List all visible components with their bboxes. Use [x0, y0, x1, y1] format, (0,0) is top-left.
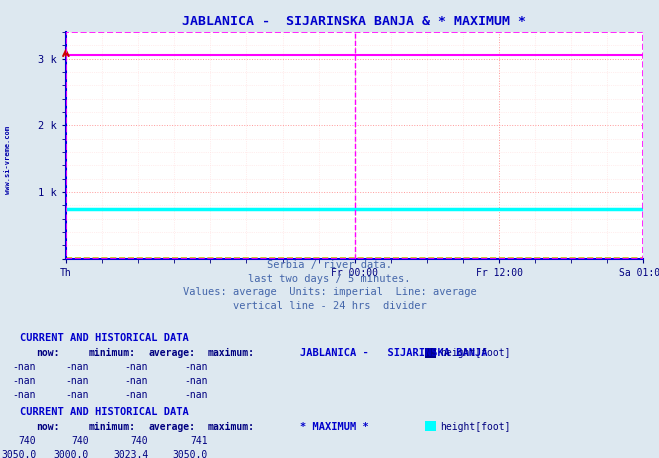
Text: maximum:: maximum: [208, 349, 254, 358]
Text: Serbia / river data.: Serbia / river data. [267, 260, 392, 270]
Text: minimum:: minimum: [89, 349, 136, 358]
Text: now:: now: [36, 422, 60, 432]
Text: -nan: -nan [65, 376, 89, 386]
Text: -nan: -nan [184, 362, 208, 372]
Text: 741: 741 [190, 436, 208, 446]
Text: -nan: -nan [125, 362, 148, 372]
Text: vertical line - 24 hrs  divider: vertical line - 24 hrs divider [233, 301, 426, 311]
Text: -nan: -nan [13, 362, 36, 372]
Text: CURRENT AND HISTORICAL DATA: CURRENT AND HISTORICAL DATA [20, 333, 188, 343]
Text: -nan: -nan [184, 376, 208, 386]
Text: average:: average: [148, 349, 195, 358]
Text: -nan: -nan [13, 376, 36, 386]
Text: -nan: -nan [125, 390, 148, 399]
Text: maximum:: maximum: [208, 422, 254, 432]
Text: www.si-vreme.com: www.si-vreme.com [5, 126, 11, 194]
Text: -nan: -nan [184, 390, 208, 399]
Text: minimum:: minimum: [89, 422, 136, 432]
Text: Values: average  Units: imperial  Line: average: Values: average Units: imperial Line: av… [183, 288, 476, 297]
Text: JABLANICA -   SIJARINSKA BANJA: JABLANICA - SIJARINSKA BANJA [300, 349, 488, 358]
Text: * MAXIMUM *: * MAXIMUM * [300, 422, 368, 432]
Text: 3023.4: 3023.4 [113, 450, 148, 458]
Text: height[foot]: height[foot] [440, 422, 511, 432]
Text: 3050.0: 3050.0 [1, 450, 36, 458]
Text: -nan: -nan [65, 362, 89, 372]
Text: now:: now: [36, 349, 60, 358]
Text: -nan: -nan [125, 376, 148, 386]
Text: 3000.0: 3000.0 [54, 450, 89, 458]
Text: 740: 740 [130, 436, 148, 446]
Text: last two days / 5 minutes.: last two days / 5 minutes. [248, 274, 411, 284]
Text: average:: average: [148, 422, 195, 432]
Title: JABLANICA -  SIJARINSKA BANJA & * MAXIMUM *: JABLANICA - SIJARINSKA BANJA & * MAXIMUM… [182, 15, 527, 28]
Text: height[foot]: height[foot] [440, 349, 511, 358]
Text: 3050.0: 3050.0 [173, 450, 208, 458]
Text: 740: 740 [18, 436, 36, 446]
Text: -nan: -nan [65, 390, 89, 399]
Text: -nan: -nan [13, 390, 36, 399]
Text: 740: 740 [71, 436, 89, 446]
Text: CURRENT AND HISTORICAL DATA: CURRENT AND HISTORICAL DATA [20, 407, 188, 417]
